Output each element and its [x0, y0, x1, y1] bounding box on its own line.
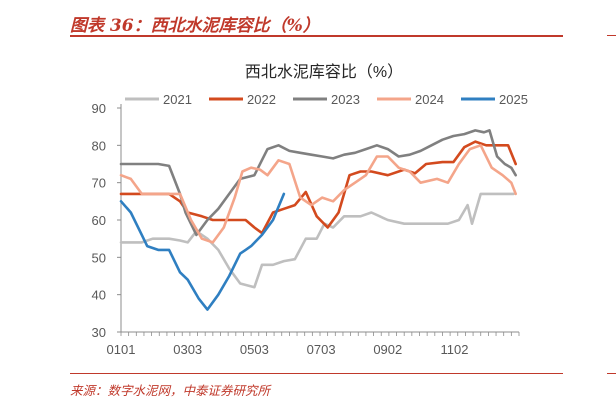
- source-note: 来源：数字水泥网，中泰证券研究所: [70, 383, 271, 398]
- y-tick-label: 70: [92, 176, 106, 191]
- chart-title: 西北水泥库容比（%）: [245, 63, 403, 81]
- series-line-2025: [119, 192, 286, 311]
- y-tick-label: 50: [92, 250, 106, 265]
- legend-label-2023: 2023: [331, 92, 360, 107]
- figure-title: 图表 36：西北水泥库容比（%）: [70, 16, 320, 36]
- series-line-2022: [119, 140, 518, 235]
- series-line-2021: [119, 192, 515, 289]
- legend: 2021 2022 2023 2024 2025: [125, 92, 528, 107]
- y-tick-label: 90: [92, 101, 106, 116]
- plot-area: 30 40 50 60 70 80 90 0101 0303 0503 0703 0902 1102: [92, 101, 520, 357]
- legend-label-2021: 2021: [163, 92, 192, 107]
- adjacent-column-rule: [607, 35, 616, 36]
- title-rule: [70, 35, 563, 37]
- adjacent-column-rule-bottom: [607, 373, 616, 374]
- x-tick-label: 0101: [107, 342, 136, 357]
- x-tick-label: 1102: [441, 342, 469, 357]
- legend-label-2022: 2022: [247, 92, 276, 107]
- series-line-2024: [119, 144, 518, 244]
- x-tick-label: 0303: [173, 342, 202, 357]
- x-tick-label: 0902: [373, 342, 402, 357]
- source-rule: [70, 373, 563, 374]
- y-tick-label: 30: [92, 325, 106, 340]
- legend-label-2024: 2024: [415, 92, 444, 107]
- x-tick-label: 0703: [307, 342, 336, 357]
- y-tick-label: 40: [92, 288, 106, 303]
- legend-label-2025: 2025: [499, 92, 528, 107]
- y-tick-label: 80: [92, 138, 106, 153]
- y-tick-label: 60: [92, 213, 106, 228]
- x-tick-label: 0503: [240, 342, 269, 357]
